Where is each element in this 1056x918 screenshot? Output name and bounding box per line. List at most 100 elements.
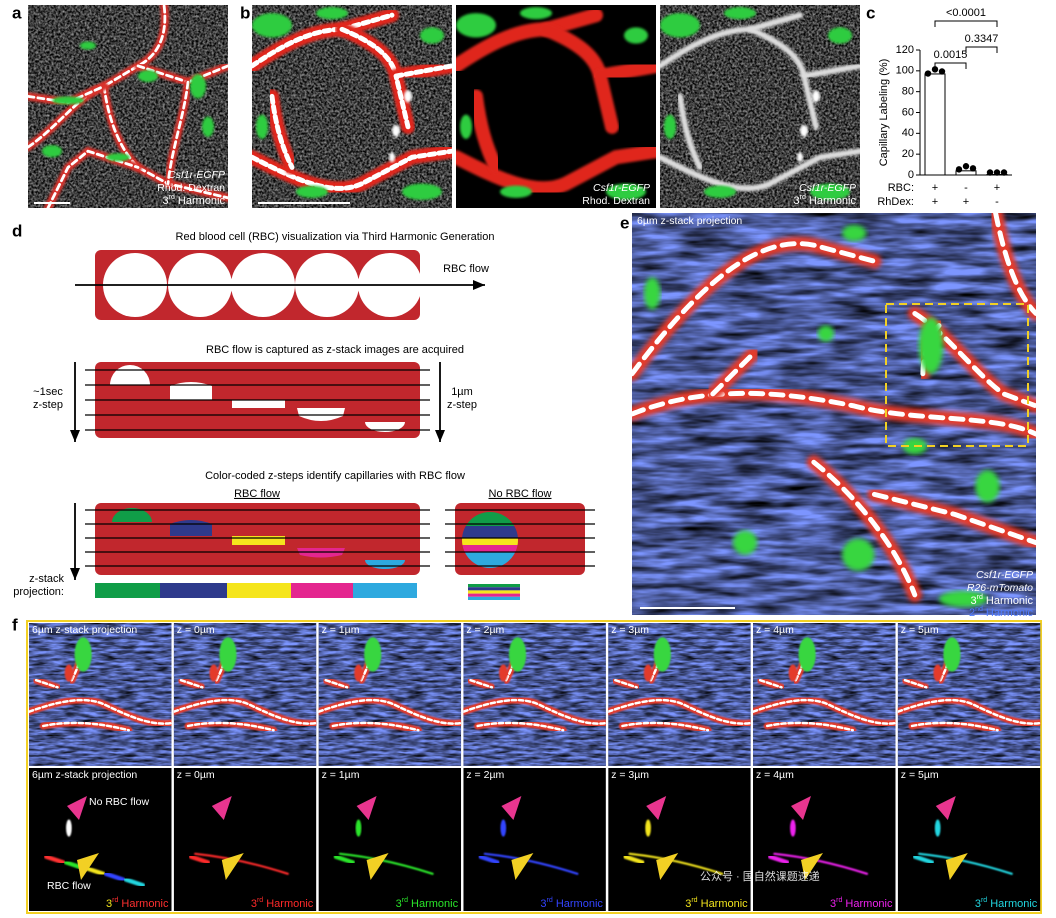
vessel-core <box>993 213 1036 316</box>
cell <box>975 470 1000 503</box>
p-value: <0.0001 <box>946 7 986 19</box>
annotation: RBC flow <box>47 880 91 892</box>
harmonic-part: Harmonic <box>175 195 226 207</box>
p-value: 0.0015 <box>934 49 968 61</box>
image-title: 6µm z-stack projection <box>637 215 742 227</box>
micrograph <box>29 623 172 766</box>
cell <box>797 152 803 163</box>
vessel-core <box>758 678 783 689</box>
harmonic-part: 3 <box>975 898 981 910</box>
vessel-core <box>912 311 1036 409</box>
vessel <box>660 148 860 192</box>
panel-letter: a <box>12 3 22 22</box>
cell <box>817 325 834 342</box>
projection-segment <box>291 583 353 598</box>
projection-segment <box>468 587 520 591</box>
micrograph <box>463 768 606 911</box>
arrowhead-marker <box>366 853 389 880</box>
data-point <box>938 68 946 75</box>
arrowhead-marker <box>935 796 956 820</box>
cell <box>420 27 444 44</box>
step-label: ~1sec <box>33 386 63 398</box>
condition-value: + <box>932 196 938 208</box>
cell <box>939 590 988 607</box>
vessel-core <box>252 148 452 191</box>
harmonic-label: 3rd Harmonic <box>975 897 1038 910</box>
vessel <box>194 852 289 875</box>
condition-value: - <box>995 196 999 208</box>
arrowhead-marker <box>656 853 679 880</box>
cell <box>933 664 942 682</box>
cell <box>943 637 961 672</box>
cell <box>810 183 850 200</box>
cell <box>402 183 442 200</box>
harmonic-label: 3rd Harmonic <box>163 194 226 207</box>
tissue-texture <box>318 623 462 766</box>
p-value: 0.3347 <box>965 33 999 45</box>
harmonic-part: 3 <box>971 595 977 607</box>
harmonic-label: 3rd Harmonic <box>685 897 748 910</box>
vessel-core <box>469 678 494 689</box>
rbc-slice <box>170 520 212 536</box>
y-tick-label: 100 <box>896 65 914 77</box>
cell <box>354 664 363 682</box>
significance-bracket <box>934 20 998 27</box>
arrow-head <box>435 430 445 442</box>
cell <box>80 41 96 50</box>
cell <box>500 185 532 198</box>
watermark: 公众号 · 国自然课题速递 <box>700 869 820 883</box>
cell <box>800 124 808 137</box>
projection-segment <box>95 583 160 598</box>
annotation: No RBC flow <box>89 796 150 808</box>
vessel-core <box>102 84 228 200</box>
vessel <box>478 854 500 865</box>
cell <box>918 317 944 374</box>
arrowhead-marker <box>77 853 99 880</box>
zoom-frame <box>26 620 1042 914</box>
condition-value: + <box>932 182 938 194</box>
data-point <box>924 70 932 77</box>
rbc-slice <box>232 536 285 545</box>
tile-label: z = 5µm <box>901 624 939 636</box>
harmonic-part: rd <box>800 194 806 201</box>
vessel <box>103 871 126 882</box>
harmonic-part: rd <box>257 897 263 904</box>
harmonic-part: 3 <box>685 898 691 910</box>
step-label: 1µm <box>451 386 473 398</box>
micrograph <box>897 623 1041 766</box>
cell <box>520 7 552 20</box>
arrowhead-marker <box>356 796 377 820</box>
cell <box>355 819 362 837</box>
vessel-core <box>753 698 896 725</box>
data-point <box>993 169 1001 176</box>
vessel-core <box>173 698 317 725</box>
rbc-slice <box>462 526 518 538</box>
micrograph <box>28 5 228 208</box>
vessel-core <box>463 698 606 725</box>
projection-segment <box>468 596 520 600</box>
cell <box>389 152 395 163</box>
y-axis-label: Capillary Labeling (%) <box>878 59 890 167</box>
cell <box>500 819 507 837</box>
channel-label: R26-mTomato <box>967 582 1033 594</box>
harmonic-part: 3 <box>830 898 836 910</box>
micrograph <box>608 623 751 766</box>
vessel-core <box>632 241 877 377</box>
panel-letter: e <box>620 213 629 232</box>
vessel <box>456 144 656 196</box>
vessel-core <box>811 459 918 598</box>
harmonic-part: Harmonic <box>842 898 893 910</box>
harmonic-label: 3rd Harmonic <box>106 897 169 910</box>
tissue-texture <box>608 623 751 766</box>
micrograph-bg <box>463 768 606 911</box>
vessel <box>801 62 860 80</box>
vessel-core <box>766 721 854 732</box>
cell <box>252 13 292 38</box>
cell <box>499 664 508 682</box>
micrograph <box>318 768 462 911</box>
cell <box>842 225 867 242</box>
y-tick-label: 0 <box>908 169 914 181</box>
harmonic-label: 3rd Harmonic <box>830 897 893 910</box>
projection-label: z-stack <box>29 573 64 585</box>
panel-letter: b <box>240 3 250 22</box>
